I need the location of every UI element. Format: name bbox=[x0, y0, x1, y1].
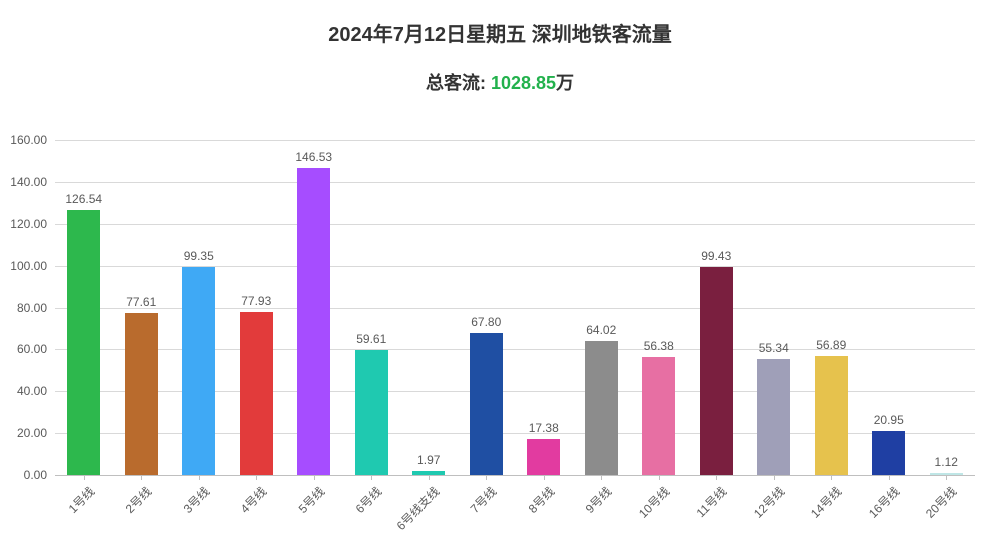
bar-slot: 77.61 bbox=[113, 140, 171, 475]
chart-subtitle: 总客流: 1028.85万 bbox=[0, 47, 1000, 95]
bar: 126.54 bbox=[67, 210, 100, 475]
bar-slot: 99.35 bbox=[170, 140, 228, 475]
y-tick-label: 20.00 bbox=[0, 426, 47, 440]
x-tick bbox=[486, 475, 487, 480]
y-tick-label: 40.00 bbox=[0, 384, 47, 398]
bar: 20.95 bbox=[872, 431, 905, 475]
x-tick bbox=[831, 475, 832, 480]
bar-value-label: 64.02 bbox=[586, 323, 616, 341]
bar-value-label: 67.80 bbox=[471, 315, 501, 333]
x-tick bbox=[946, 475, 947, 480]
bar: 99.35 bbox=[182, 267, 215, 475]
x-axis-labels: 1号线2号线3号线4号线5号线6号线6号线支线7号线8号线9号线10号线11号线… bbox=[55, 475, 975, 530]
bar-slot: 56.38 bbox=[630, 140, 688, 475]
bar-value-label: 77.61 bbox=[126, 295, 156, 313]
x-tick-label: 3号线 bbox=[179, 483, 213, 517]
bar-slot: 67.80 bbox=[458, 140, 516, 475]
bar-slot: 126.54 bbox=[55, 140, 113, 475]
bar: 77.93 bbox=[240, 312, 273, 475]
bar-value-label: 99.35 bbox=[184, 249, 214, 267]
subtitle-label: 总客流: bbox=[426, 73, 491, 93]
bar: 99.43 bbox=[700, 267, 733, 475]
x-tick-label: 2号线 bbox=[122, 483, 156, 517]
bar-slot: 59.61 bbox=[343, 140, 401, 475]
x-tick-label: 6号线 bbox=[352, 483, 386, 517]
bar: 77.61 bbox=[125, 313, 158, 475]
x-tick bbox=[544, 475, 545, 480]
y-tick-label: 80.00 bbox=[0, 301, 47, 315]
x-tick-label: 14号线 bbox=[807, 483, 845, 521]
bar-slot: 99.43 bbox=[688, 140, 746, 475]
bar-slot: 64.02 bbox=[573, 140, 631, 475]
bar: 56.38 bbox=[642, 357, 675, 475]
y-tick-label: 140.00 bbox=[0, 175, 47, 189]
x-tick bbox=[429, 475, 430, 480]
x-tick bbox=[716, 475, 717, 480]
chart-plot-area: 0.0020.0040.0060.0080.00100.00120.00140.… bbox=[55, 140, 975, 475]
bar-slot: 55.34 bbox=[745, 140, 803, 475]
x-tick bbox=[256, 475, 257, 480]
x-tick bbox=[659, 475, 660, 480]
x-tick-label: 4号线 bbox=[237, 483, 271, 517]
bar: 64.02 bbox=[585, 341, 618, 475]
x-tick-label: 12号线 bbox=[749, 483, 787, 521]
bar-value-label: 56.38 bbox=[644, 339, 674, 357]
x-tick bbox=[314, 475, 315, 480]
bar-slot: 20.95 bbox=[860, 140, 918, 475]
x-tick-label: 20号线 bbox=[922, 483, 960, 521]
subtitle-value: 1028.85 bbox=[491, 73, 556, 93]
bar-slot: 17.38 bbox=[515, 140, 573, 475]
bar-slot: 1.12 bbox=[918, 140, 976, 475]
bar-slot: 77.93 bbox=[228, 140, 286, 475]
y-tick-label: 0.00 bbox=[0, 468, 47, 482]
bar-value-label: 99.43 bbox=[701, 249, 731, 267]
x-tick-label: 16号线 bbox=[864, 483, 902, 521]
x-tick bbox=[889, 475, 890, 480]
y-tick-label: 60.00 bbox=[0, 342, 47, 356]
x-tick bbox=[199, 475, 200, 480]
bar: 17.38 bbox=[527, 439, 560, 475]
bar-value-label: 17.38 bbox=[529, 421, 559, 439]
bar: 59.61 bbox=[355, 350, 388, 475]
bar-slot: 146.53 bbox=[285, 140, 343, 475]
bar-value-label: 20.95 bbox=[874, 413, 904, 431]
chart-title: 2024年7月12日星期五 深圳地铁客流量 bbox=[0, 0, 1000, 47]
chart-container: 2024年7月12日星期五 深圳地铁客流量 总客流: 1028.85万 0.00… bbox=[0, 0, 1000, 532]
y-tick-label: 120.00 bbox=[0, 217, 47, 231]
bar-value-label: 77.93 bbox=[241, 294, 271, 312]
x-tick-label: 8号线 bbox=[524, 483, 558, 517]
x-tick-label: 9号线 bbox=[582, 483, 616, 517]
bar: 55.34 bbox=[757, 359, 790, 475]
bar-slot: 56.89 bbox=[803, 140, 861, 475]
x-tick bbox=[141, 475, 142, 480]
bar: 56.89 bbox=[815, 356, 848, 475]
bar-value-label: 1.97 bbox=[417, 453, 440, 471]
x-tick bbox=[371, 475, 372, 480]
y-tick-label: 160.00 bbox=[0, 133, 47, 147]
x-tick-label: 11号线 bbox=[692, 483, 730, 521]
bar-slot: 1.97 bbox=[400, 140, 458, 475]
x-tick-label: 10号线 bbox=[634, 483, 672, 521]
x-tick bbox=[601, 475, 602, 480]
bar-value-label: 1.12 bbox=[935, 455, 958, 473]
bar-value-label: 59.61 bbox=[356, 332, 386, 350]
bar: 67.80 bbox=[470, 333, 503, 475]
x-tick-label: 6号线支线 bbox=[392, 483, 443, 534]
y-tick-label: 100.00 bbox=[0, 259, 47, 273]
bar-value-label: 146.53 bbox=[295, 150, 332, 168]
bar-value-label: 56.89 bbox=[816, 338, 846, 356]
x-tick-label: 5号线 bbox=[294, 483, 328, 517]
x-tick-label: 7号线 bbox=[467, 483, 501, 517]
bar-value-label: 126.54 bbox=[65, 192, 102, 210]
bar-value-label: 55.34 bbox=[759, 341, 789, 359]
x-tick-label: 1号线 bbox=[64, 483, 98, 517]
x-tick bbox=[84, 475, 85, 480]
subtitle-unit: 万 bbox=[556, 73, 574, 93]
bar: 146.53 bbox=[297, 168, 330, 475]
x-tick bbox=[774, 475, 775, 480]
